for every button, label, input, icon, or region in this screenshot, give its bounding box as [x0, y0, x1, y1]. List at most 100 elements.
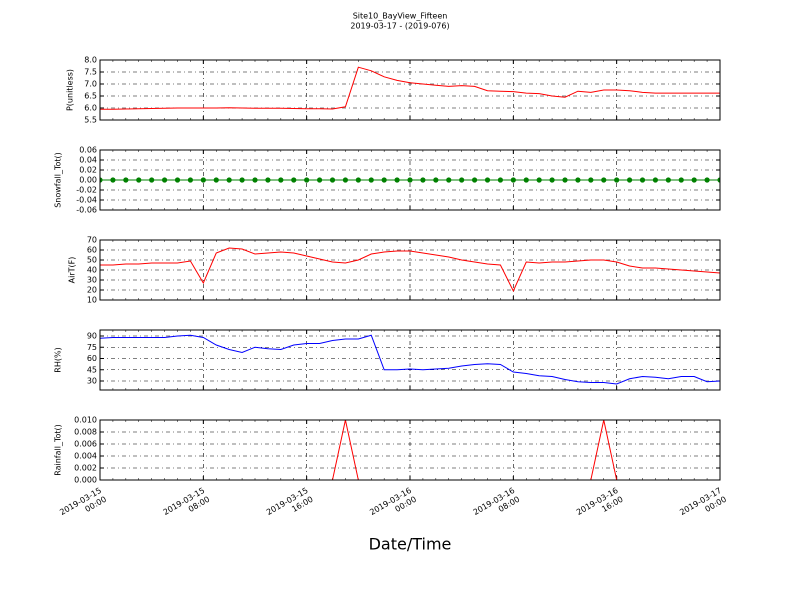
- data-point: [704, 177, 710, 183]
- y-tick-label: 60: [87, 354, 97, 363]
- x-tick-label: 2019-03-1500:00: [58, 486, 108, 526]
- y-axis-label: Rainfall_Tot(): [54, 424, 63, 476]
- data-point: [187, 177, 194, 183]
- data-point: [639, 177, 646, 183]
- data-point: [239, 177, 245, 183]
- data-point: [652, 177, 659, 183]
- data-point: [497, 177, 504, 183]
- y-tick-label: 40: [87, 266, 97, 275]
- data-point: [626, 177, 633, 183]
- plot-area: [100, 247, 720, 293]
- y-tick-label: 50: [87, 256, 97, 265]
- y-tick-label: 0.06: [79, 146, 97, 155]
- y-tick-label: 0.002: [74, 464, 97, 473]
- x-tick-label: 2019-03-1608:00: [472, 486, 522, 526]
- data-line: [100, 334, 720, 385]
- data-point: [161, 177, 168, 183]
- data-point: [381, 177, 387, 183]
- data-point: [471, 177, 478, 183]
- data-point: [678, 177, 684, 183]
- data-point: [316, 177, 323, 183]
- y-tick-label: 90: [87, 332, 97, 341]
- data-point: [329, 177, 336, 183]
- y-tick-label: 30: [87, 377, 97, 386]
- y-tick-label: 20: [87, 286, 97, 295]
- y-axis-label: P(unitless): [66, 69, 75, 111]
- data-point: [368, 177, 374, 183]
- y-tick-label: 7.5: [84, 68, 97, 77]
- data-point: [588, 177, 594, 183]
- data-point: [342, 177, 349, 183]
- data-point: [562, 177, 568, 183]
- data-point: [278, 177, 284, 183]
- y-tick-label: -0.06: [76, 206, 97, 215]
- plot-area: [100, 177, 720, 183]
- plot-frame: [99, 329, 721, 391]
- y-tick-label: 0.004: [74, 452, 97, 461]
- y-tick-label: 5.5: [84, 116, 97, 125]
- plot-frame: [99, 149, 721, 211]
- data-point: [420, 177, 426, 183]
- y-tick-label: 70: [87, 236, 97, 245]
- y-tick-label: 8.0: [84, 56, 97, 65]
- x-tick-label: 2019-03-1516:00: [265, 486, 315, 526]
- data-point: [174, 177, 181, 183]
- plot-area: [100, 66, 720, 110]
- data-point: [575, 177, 581, 183]
- data-point: [149, 177, 155, 183]
- data-point: [291, 177, 297, 183]
- y-tick-label: 10: [87, 296, 97, 305]
- y-tick-label: -0.04: [76, 196, 97, 205]
- data-point: [510, 177, 516, 183]
- y-tick-label: 30: [87, 276, 97, 285]
- y-tick-label: 0.00: [79, 176, 97, 185]
- y-tick-label: 6.0: [84, 104, 97, 113]
- chart-title: Site10_BayView_Fifteen: [353, 12, 448, 21]
- data-point: [110, 177, 116, 183]
- data-point: [355, 177, 361, 183]
- y-tick-label: 75: [87, 343, 97, 352]
- data-point: [614, 177, 620, 183]
- y-tick-label: 0.02: [79, 166, 97, 175]
- data-point: [446, 177, 452, 183]
- data-line: [100, 66, 720, 110]
- data-point: [100, 177, 103, 183]
- plot-frame: [99, 419, 721, 481]
- data-point: [601, 177, 607, 183]
- data-point: [691, 177, 697, 183]
- x-tick-label: 2019-03-1616:00: [575, 486, 625, 526]
- data-point: [226, 177, 232, 183]
- data-point: [252, 177, 258, 183]
- data-line: [100, 247, 720, 293]
- data-point: [265, 177, 271, 183]
- data-point: [394, 177, 400, 183]
- data-point: [200, 177, 206, 183]
- chart-subtitle: 2019-03-17 - (2019-076): [350, 22, 449, 31]
- plot-frame: [99, 59, 721, 121]
- y-axis-label: AirT(F): [68, 257, 77, 284]
- data-point: [717, 177, 720, 183]
- data-point: [304, 177, 310, 183]
- y-tick-label: 0.008: [74, 428, 97, 437]
- x-tick-label: 2019-03-1508:00: [162, 486, 212, 526]
- y-tick-label: 45: [87, 365, 97, 374]
- data-point: [123, 177, 129, 183]
- y-tick-label: 6.5: [84, 92, 97, 101]
- data-point: [665, 177, 671, 183]
- plot-area: [100, 334, 720, 385]
- data-point: [484, 177, 491, 183]
- data-point: [213, 177, 219, 183]
- x-tick-label: 2019-03-1700:00: [678, 486, 728, 526]
- y-tick-label: 60: [87, 246, 97, 255]
- plot-frame: [99, 239, 721, 301]
- y-tick-label: 0.04: [79, 156, 97, 165]
- data-point: [459, 177, 465, 183]
- y-tick-label: 0.000: [74, 476, 97, 485]
- data-point: [433, 177, 439, 183]
- x-tick-label: 2019-03-1600:00: [368, 486, 418, 526]
- data-point: [407, 177, 413, 183]
- y-axis-label: RH(%): [54, 347, 63, 372]
- data-point: [523, 177, 529, 183]
- y-tick-label: 0.010: [74, 416, 97, 425]
